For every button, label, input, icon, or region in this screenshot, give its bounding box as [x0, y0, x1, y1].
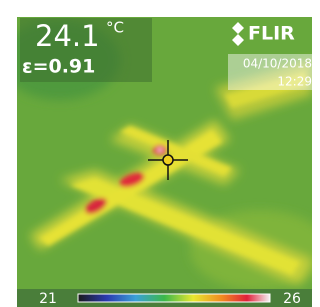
- time: 12:29: [277, 75, 312, 89]
- date: 04/10/2018: [243, 57, 312, 71]
- scale-min: 21: [39, 291, 57, 307]
- temperature: 24.1: [35, 19, 100, 53]
- thermal-view: 24.1 °C ε=0.91 FLIR 04/10/2018 12:29 21 …: [0, 0, 312, 307]
- brand: FLIR: [248, 23, 295, 45]
- color-palette: [78, 294, 270, 302]
- scale-max: 26: [283, 291, 301, 307]
- emissivity: ε=0.91: [22, 56, 95, 78]
- page: 24.1 °C ε=0.91 FLIR 04/10/2018 12:29 21 …: [0, 0, 312, 307]
- unit: °C: [106, 19, 124, 37]
